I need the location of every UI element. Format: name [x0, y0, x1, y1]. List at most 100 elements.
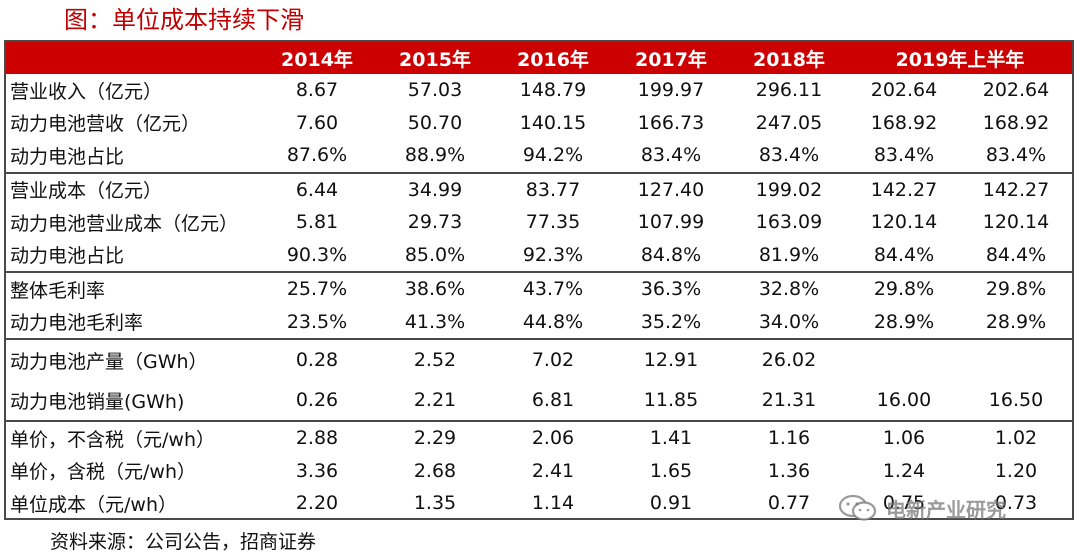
table-cell: 2.21: [413, 389, 457, 411]
table-cell: 0.28: [258, 338, 376, 380]
data-table-container: 2014年 2015年 2016年 2017年 2018年 2019年上半年 营…: [4, 40, 1074, 520]
table-row: 营业收入（亿元） 8.67 57.03 148.79 199.97 296.11 202.6…: [6, 74, 1072, 107]
table-cell: 6.81: [531, 389, 575, 411]
table-cell: 38.6%: [376, 271, 494, 306]
table-cell: [848, 338, 960, 380]
table-cell: 1.02: [960, 420, 1072, 455]
table-cell: 1.36: [767, 459, 811, 482]
table-cell: 296.11: [755, 79, 823, 102]
row-label: 单位成本（元/wh）: [10, 493, 177, 516]
table-cell: 44.8%: [522, 310, 584, 333]
table-cell: 23.5%: [286, 310, 348, 333]
table-cell: 5.81: [295, 211, 339, 234]
table-cell: 2.06: [494, 420, 612, 455]
header-cell-2016: 2016年: [494, 42, 612, 74]
table-cell: 1.06: [848, 420, 960, 455]
table-cell: 199.97: [637, 79, 705, 102]
table-cell: 90.3%: [286, 243, 348, 266]
table-body: 营业收入（亿元） 8.67 57.03 148.79 199.97 296.11 202.6…: [6, 74, 1072, 520]
table-cell: 34.0%: [758, 310, 820, 333]
table-cell: 140.15: [519, 111, 587, 134]
row-label: 单价，不含税（元/wh）: [6, 420, 258, 455]
table-cell: 168.92: [982, 111, 1050, 134]
row-label: 整体毛利率: [6, 271, 258, 306]
table-cell: 16.00: [876, 389, 932, 411]
table-cell: 29.73: [407, 211, 463, 234]
table-cell: 32.8%: [730, 271, 848, 306]
row-label: 动力电池营收（亿元）: [10, 113, 201, 136]
table-cell: 166.73: [637, 111, 705, 134]
table-row: 单价，含税（元/wh） 3.36 2.68 2.41 1.65 1.36 1.24 1.20: [6, 455, 1072, 488]
table-cell: 83.77: [494, 171, 612, 206]
table-cell: 43.7%: [494, 271, 612, 306]
row-label: 动力电池营业成本（亿元）: [10, 212, 239, 235]
table-cell: 57.03: [407, 79, 463, 102]
table-cell: 168.92: [870, 111, 938, 134]
table-row: 单价，不含税（元/wh） 2.88 2.29 2.06 1.41 1.16 1.06 1.02: [6, 420, 1072, 455]
table-cell: 0.91: [649, 492, 693, 515]
table-cell: 7.60: [295, 111, 339, 134]
table-row: 动力电池营收（亿元） 7.60 50.70 140.15 166.73 247.05 168…: [6, 107, 1072, 140]
table-cell: 26.02: [730, 338, 848, 380]
table-cell: 28.9%: [873, 310, 935, 333]
table-cell: 83.4%: [873, 144, 935, 167]
table-cell: 6.44: [258, 171, 376, 206]
table-cell: 8.67: [295, 79, 339, 102]
table-cell: 0.73: [994, 492, 1038, 515]
header-cell-2019h1: 2019年上半年: [848, 42, 1072, 74]
table-cell: 127.40: [612, 171, 730, 206]
row-label: 动力电池占比: [10, 145, 125, 168]
table-cell: 11.85: [643, 389, 699, 411]
table-cell: 142.27: [960, 171, 1072, 206]
table-cell: 83.4%: [640, 144, 702, 167]
row-label: 动力电池毛利率: [10, 312, 144, 335]
table-cell: 85.0%: [404, 243, 466, 266]
table-cell: 202.64: [870, 79, 938, 102]
table-cell: 84.4%: [985, 243, 1047, 266]
table-cell: 28.9%: [985, 310, 1047, 333]
table-cell: 87.6%: [286, 144, 348, 167]
row-label: 动力电池销量(GWh): [10, 390, 185, 413]
table-cell: 199.02: [730, 171, 848, 206]
table-cell: 7.02: [494, 338, 612, 380]
table-row: 营业成本（亿元） 6.44 34.99 83.77 127.40 199.02 142.27…: [6, 171, 1072, 206]
table-cell: 29.8%: [848, 271, 960, 306]
table-cell: 120.14: [982, 211, 1050, 234]
table-cell: 84.8%: [640, 243, 702, 266]
header-cell-blank: [6, 42, 258, 74]
data-table: 2014年 2015年 2016年 2017年 2018年 2019年上半年 营…: [6, 42, 1072, 520]
table-cell: 50.70: [407, 111, 463, 134]
table-cell: 25.7%: [258, 271, 376, 306]
table-cell: 2.20: [295, 492, 339, 515]
table-cell: 1.20: [994, 459, 1038, 482]
table-cell: 29.8%: [960, 271, 1072, 306]
header-cell-2018: 2018年: [730, 42, 848, 74]
table-cell: 2.52: [376, 338, 494, 380]
table-cell: 1.65: [649, 459, 693, 482]
table-row: 动力电池营业成本（亿元） 5.81 29.73 77.35 107.99 163.09 12…: [6, 206, 1072, 239]
table-cell: 81.9%: [758, 243, 820, 266]
table-cell: 36.3%: [612, 271, 730, 306]
table-cell: 16.50: [988, 389, 1044, 411]
table-cell: 0.77: [767, 492, 811, 515]
table-row: 动力电池产量（GWh） 0.28 2.52 7.02 12.91 26.02: [6, 338, 1072, 380]
header-cell-2015: 2015年: [376, 42, 494, 74]
table-cell: 84.4%: [873, 243, 935, 266]
table-cell: [960, 338, 1072, 380]
table-cell: 35.2%: [640, 310, 702, 333]
table-cell: 247.05: [755, 111, 823, 134]
table-cell: 34.99: [376, 171, 494, 206]
table-cell: 92.3%: [522, 243, 584, 266]
watermark: 电新产业研究: [838, 490, 1006, 526]
table-cell: 21.31: [761, 389, 817, 411]
table-cell: 94.2%: [522, 144, 584, 167]
source-note: 资料来源：公司公告，招商证券: [50, 531, 317, 553]
page-title: 图：单位成本持续下滑: [64, 6, 304, 34]
table-cell: 0.75: [882, 492, 926, 515]
table-cell: 12.91: [612, 338, 730, 380]
wechat-icon: [838, 494, 877, 521]
table-row: 动力电池销量(GWh) 0.26 2.21 6.81 11.85 21.31 16.00 16…: [6, 380, 1072, 421]
table-cell: 1.14: [531, 492, 575, 515]
row-label: 动力电池占比: [10, 245, 125, 268]
table-row: 整体毛利率 25.7% 38.6% 43.7% 36.3% 32.8% 29.8% 29.8%: [6, 271, 1072, 306]
